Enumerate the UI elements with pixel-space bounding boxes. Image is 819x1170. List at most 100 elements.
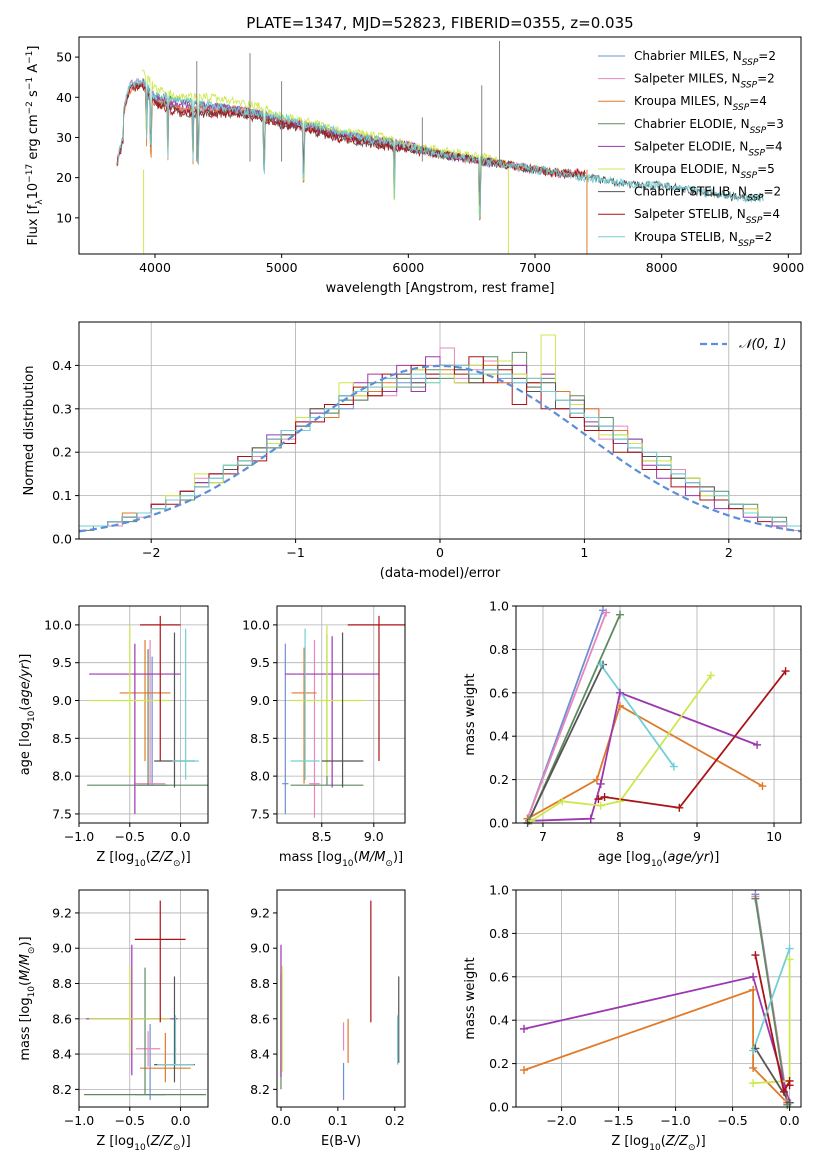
weight-marker — [779, 1087, 788, 1096]
weight-line-salpeter-miles — [526, 612, 607, 820]
label-part: M/M — [18, 954, 33, 981]
weight-marker — [751, 894, 760, 903]
x-axis-label: wavelength [Angstrom, rest frame] — [326, 281, 555, 296]
y-tick-label: 0.4 — [52, 358, 72, 373]
y-tick-label: 0.2 — [52, 445, 72, 460]
label-part: Kroupa STELIB, N — [634, 230, 738, 244]
label-part: mass weight — [463, 957, 478, 1039]
label-part: wavelength [Angstrom, rest frame] — [326, 281, 555, 296]
weight-marker — [592, 775, 601, 784]
label-part: 10 — [651, 859, 663, 869]
y-tick-label: 8.0 — [250, 769, 270, 784]
axes-frame — [78, 321, 802, 540]
y-tick-label: 10.0 — [242, 617, 270, 632]
y-tick-label: 8.4 — [52, 1047, 72, 1062]
y-tick-label: 10.0 — [44, 617, 72, 632]
axes-frame — [78, 889, 209, 1108]
label-part: Salpeter STELIB, N — [634, 207, 746, 221]
x-tick-label: 6000 — [392, 260, 424, 275]
y-tick-label: 8.8 — [250, 976, 270, 991]
y-tick-label: 0.0 — [52, 532, 72, 547]
x-tick-label: 0.0 — [171, 829, 191, 844]
x-axis-label: age [log10(age/yr)] — [598, 850, 720, 869]
label-part: =2 — [758, 49, 776, 63]
y-tick-label: 7.5 — [52, 806, 72, 821]
x-tick-label: 4000 — [139, 260, 171, 275]
weight-line-kroupa-stelib — [599, 664, 675, 768]
x-tick-label: 8000 — [646, 260, 678, 275]
label-part: Salpeter MILES, N — [634, 72, 741, 86]
weight-marker — [596, 801, 605, 810]
age_vs_mass-grid — [277, 606, 405, 823]
weight_vs_age-plot-area — [526, 609, 787, 823]
weight-marker — [785, 944, 794, 953]
x-tick-label: 0.2 — [385, 1113, 405, 1128]
weight-marker — [751, 951, 760, 960]
label-part: =2 — [757, 72, 775, 86]
x-tick-label: 1 — [580, 545, 588, 560]
legend-entry: Salpeter STELIB, NSSP=4 — [634, 207, 780, 226]
y-tick-label: 8.6 — [52, 1011, 72, 1026]
y-tick-label: 8.2 — [52, 1082, 72, 1097]
y-tick-label: 30 — [56, 130, 72, 145]
y-tick-label: 0.4 — [489, 729, 509, 744]
weight_vs_age-grid — [516, 605, 801, 824]
label-part: ( — [146, 1134, 151, 1149]
label-part: )] — [709, 850, 719, 865]
y-axis-label: mass weight — [463, 957, 478, 1039]
label-part: Z [log — [96, 850, 134, 865]
x-tick-label: 7 — [539, 829, 547, 844]
y-axis-label: Normed distribution — [22, 366, 37, 496]
legend-entry: Kroupa MILES, NSSP=4 — [634, 94, 767, 113]
mass_vs_Z-plot-area — [84, 900, 206, 1100]
label-part: Z [log — [96, 1134, 134, 1149]
y-tick-label: 0.0 — [489, 1100, 509, 1115]
x-tick-label: 9.0 — [364, 829, 384, 844]
hist-kroupa-stelib — [79, 364, 801, 539]
label-part: =5 — [757, 162, 775, 176]
y-axis-label: mass weight — [463, 673, 478, 755]
label-part: ( — [18, 706, 33, 711]
spectrum-line-salpeter-stelib — [116, 83, 586, 207]
label-part: mass [log — [279, 850, 342, 865]
label-part: E(B-V) — [321, 1134, 361, 1149]
axes-frame — [276, 605, 406, 824]
x-tick-label: −0.5 — [115, 829, 145, 844]
label-part: ⊙ — [173, 859, 181, 869]
label-part: )] — [181, 1134, 191, 1149]
legend-entry: Chabrier STELIB, NSSP=2 — [634, 185, 781, 204]
weight-marker — [758, 782, 767, 791]
label-part: A — [26, 64, 41, 77]
weight-marker — [615, 797, 624, 806]
x-tick-label: −0.5 — [717, 1113, 747, 1128]
weight_vs_Z-plot-area — [523, 894, 791, 1105]
legend-entry: 𝒩(0, 1) — [739, 337, 786, 352]
label-part: mass weight — [463, 673, 478, 755]
label-part: 10 — [27, 986, 37, 998]
label-part: −1 — [25, 77, 35, 90]
x-tick-label: −1 — [286, 545, 304, 560]
legend-entry: Salpeter ELODIE, NSSP=4 — [634, 139, 783, 158]
weight-marker — [615, 701, 624, 710]
y-tick-label: 9.2 — [52, 905, 72, 920]
label-part: ( — [354, 850, 359, 865]
label-part: Z [log — [611, 1134, 649, 1149]
legend-entry: Kroupa ELODIE, NSSP=5 — [634, 162, 775, 181]
axes-frame — [515, 605, 802, 824]
x-axis-label: Z [log10(Z/Z⊙)] — [611, 1134, 705, 1153]
weight-marker — [675, 803, 684, 812]
age_vs_Z-axes: −1.0 −0.5 0.07.58.08.59.09.510.0Z [log10(Z… — [18, 605, 209, 869]
weight-line-salpeter-stelib — [598, 670, 787, 809]
label-part: Z/Z — [665, 1134, 689, 1149]
plots: 4000 5000 6000 7000 8000 90001020304050wavele… — [18, 36, 804, 1153]
label-part: )] — [18, 936, 33, 946]
y-tick-label: 0.3 — [52, 401, 72, 416]
label-part: =2 — [764, 185, 782, 199]
axes-frame — [515, 889, 802, 1108]
y-tick-label: 0.4 — [489, 1013, 509, 1028]
mass_vs_EBV-axes: 0.0 0.1 0.2 8.2 8.4 8.6 8.8 9.0 9.2 E(B-V) — [250, 889, 406, 1149]
y-tick-label: 8.2 — [250, 1082, 270, 1097]
label-part: −1 — [25, 51, 35, 64]
y-tick-label: 8.5 — [52, 731, 72, 746]
